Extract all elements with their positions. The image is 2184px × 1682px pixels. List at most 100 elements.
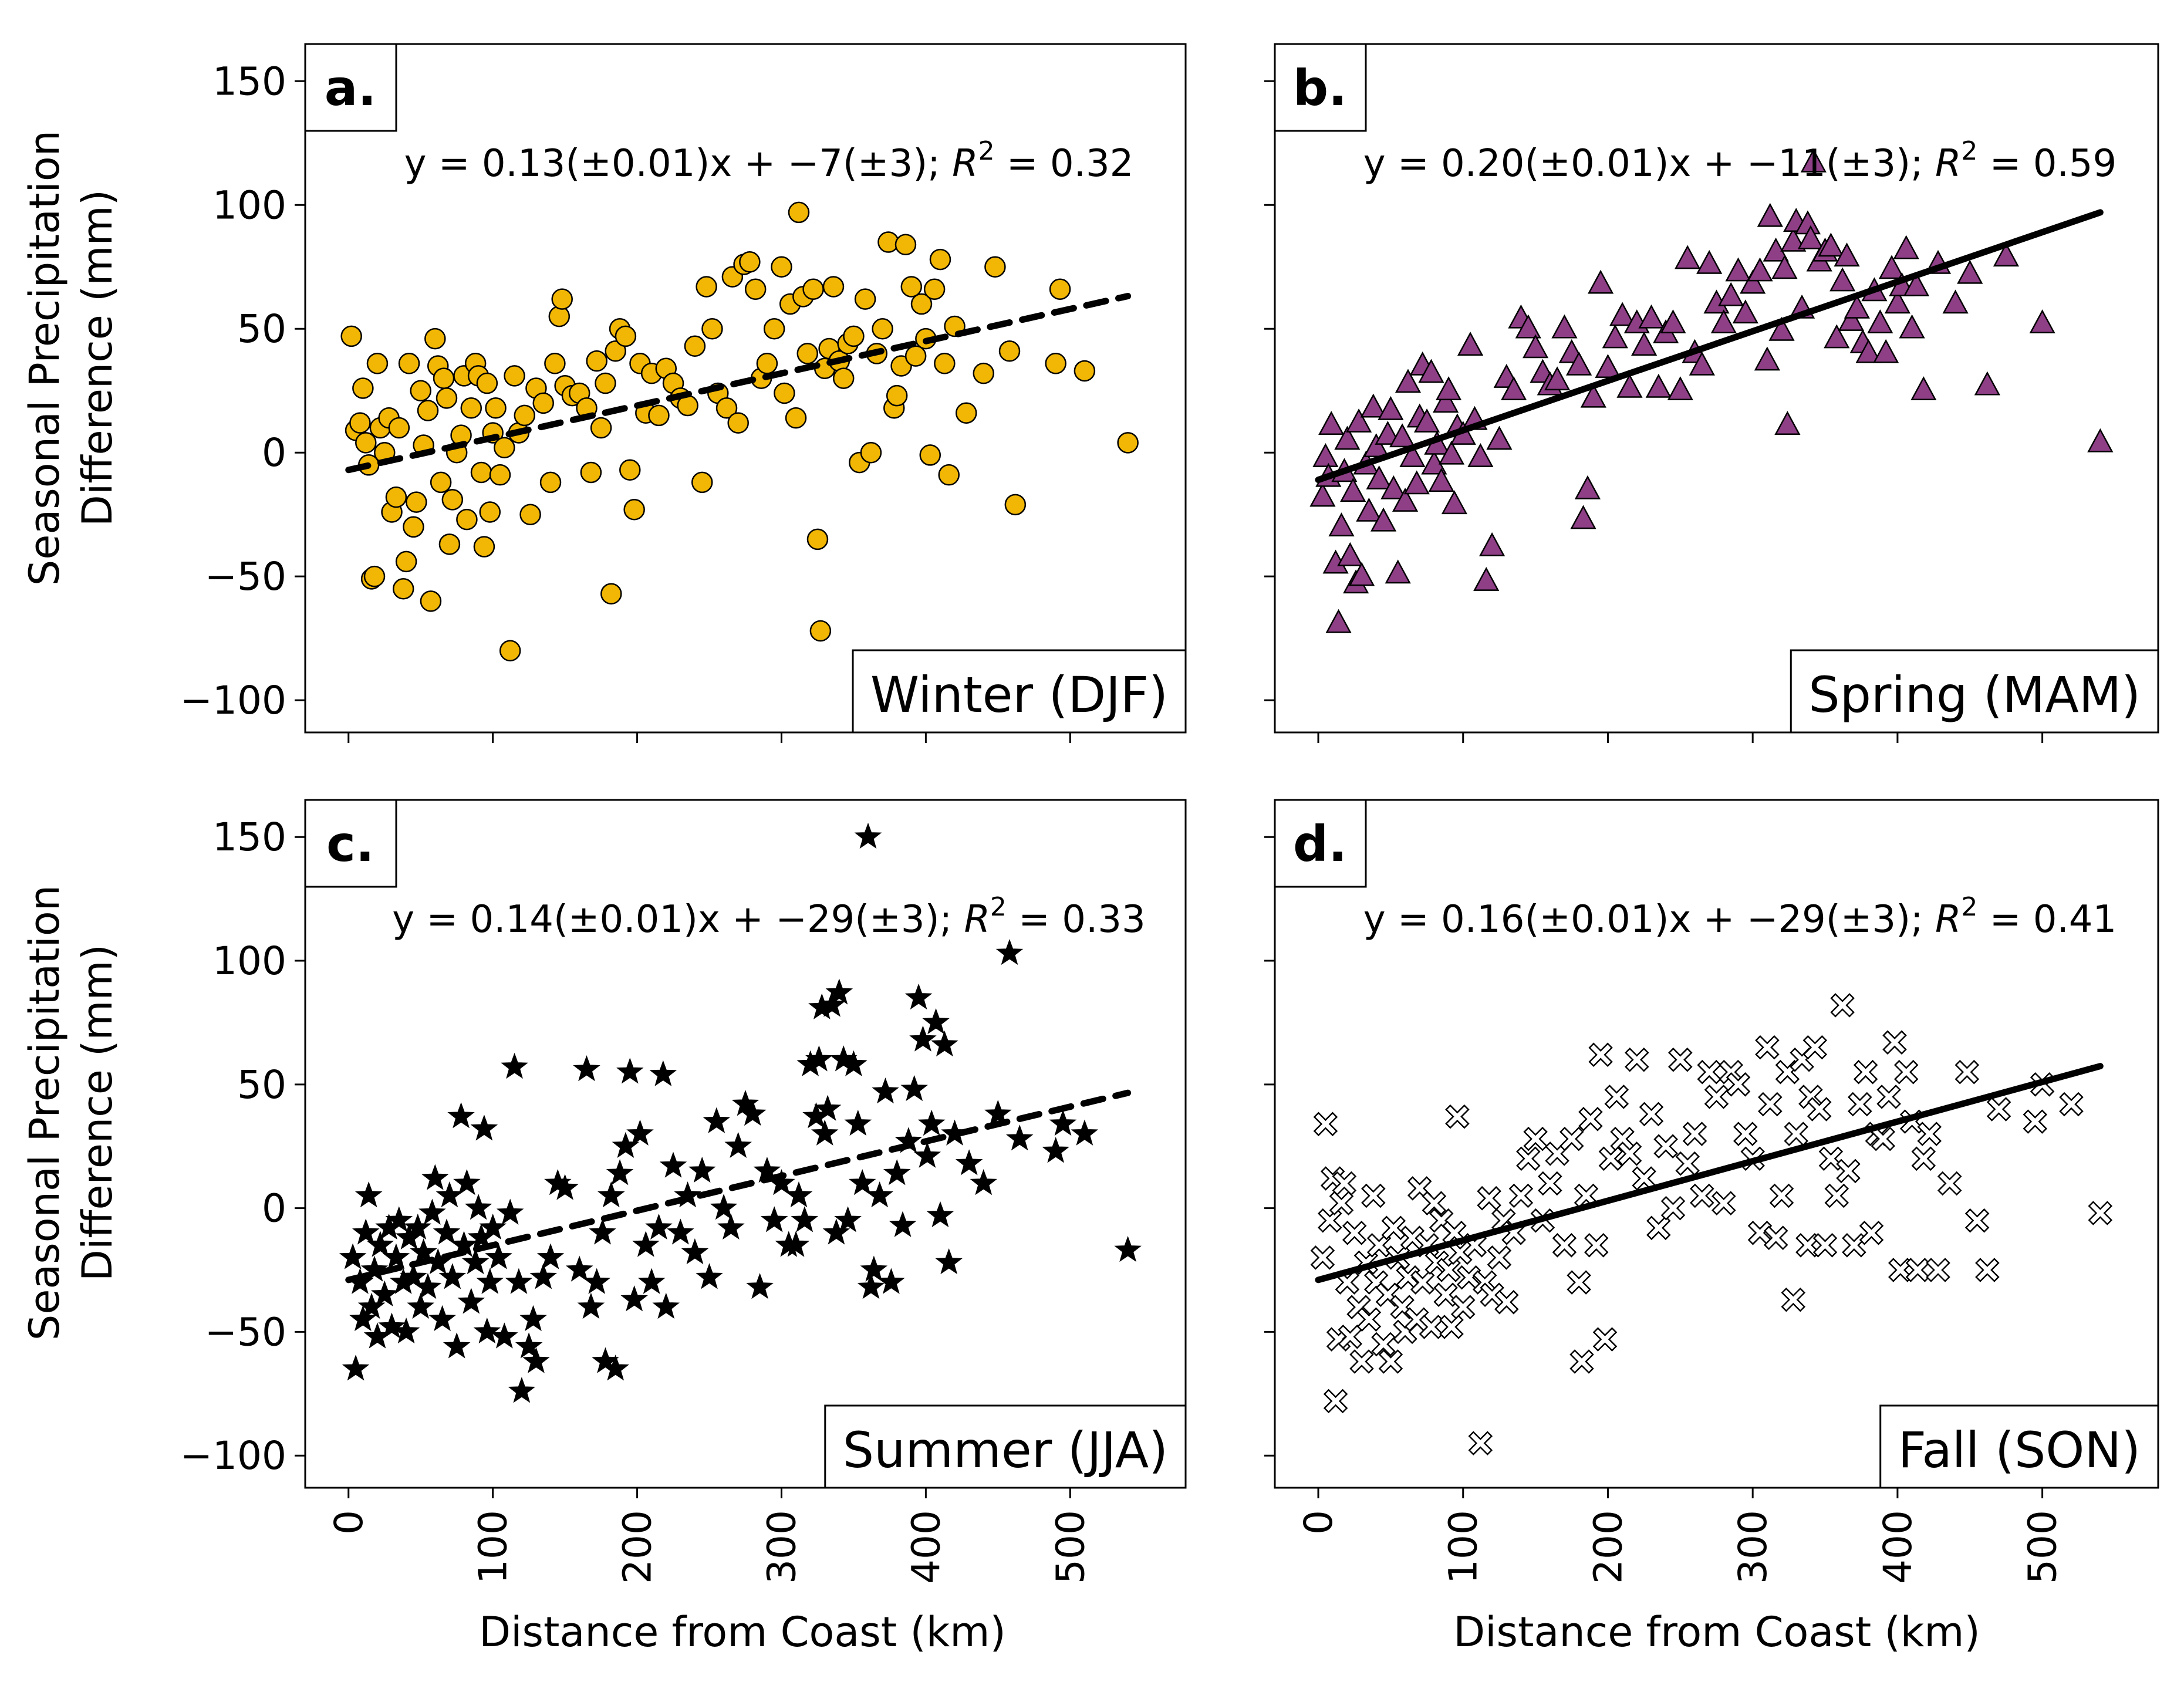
x-tick-label: 100	[1441, 1510, 1486, 1584]
data-point	[1378, 1349, 1403, 1374]
data-point	[420, 590, 442, 612]
data-point	[580, 461, 602, 484]
data-point	[1378, 396, 1404, 420]
data-point	[385, 1206, 413, 1232]
data-point	[532, 392, 554, 414]
data-point	[1682, 1122, 1707, 1146]
data-point	[834, 1206, 862, 1232]
data-point	[860, 1255, 888, 1282]
data-point	[848, 1169, 876, 1195]
data-point	[494, 437, 515, 459]
data-point	[935, 1248, 963, 1275]
data-point	[1516, 1146, 1541, 1171]
data-point	[1771, 255, 1798, 279]
data-point	[984, 1099, 1012, 1126]
data-point	[1859, 1221, 1884, 1245]
data-point	[900, 276, 923, 298]
data-point	[904, 345, 927, 367]
data-point	[872, 318, 893, 340]
ylabel-bottom: Seasonal Precipitation Difference (mm)	[21, 885, 121, 1340]
data-point	[1435, 376, 1462, 400]
data-point	[605, 340, 626, 362]
data-point	[1755, 1035, 1780, 1060]
data-point	[352, 377, 374, 399]
data-point	[1893, 235, 1919, 259]
data-point	[536, 1243, 565, 1269]
data-point	[1486, 425, 1513, 450]
data-point	[648, 404, 670, 427]
data-point	[922, 1008, 950, 1035]
data-point	[1829, 267, 1856, 292]
data-point	[1071, 1119, 1099, 1146]
data-point	[600, 583, 622, 604]
data-point	[818, 991, 846, 1017]
data-point	[760, 1206, 788, 1232]
data-point	[1325, 609, 1352, 633]
data-point	[1349, 1349, 1374, 1374]
data-point	[340, 325, 362, 347]
regression-equation: y = 0.14(±0.01)x + −29(±3); R2 = 0.33	[392, 892, 1145, 941]
panel-letter-box	[1274, 799, 1367, 888]
data-point	[433, 1218, 461, 1245]
data-point	[590, 417, 612, 439]
data-point	[746, 1273, 774, 1299]
data-point	[589, 1218, 616, 1245]
data-point	[917, 1109, 946, 1136]
data-point	[681, 1238, 709, 1265]
data-point	[1595, 354, 1621, 378]
y-tick-label: −100	[180, 1433, 286, 1478]
data-point	[1580, 383, 1606, 408]
season-label-box	[852, 649, 1187, 734]
data-point	[1392, 487, 1419, 512]
data-point	[1467, 443, 1494, 467]
data-point	[443, 1332, 471, 1359]
data-point	[1439, 1315, 1464, 1339]
data-point	[1323, 1389, 1348, 1414]
plot-frame	[1274, 43, 2159, 734]
data-point	[710, 1194, 738, 1220]
data-point	[756, 353, 778, 374]
data-point	[727, 412, 749, 434]
data-point	[352, 1218, 380, 1245]
data-point	[551, 288, 573, 310]
data-point	[436, 387, 458, 409]
data-point	[1884, 289, 1910, 314]
data-point	[1689, 351, 1715, 376]
data-point	[339, 1243, 367, 1269]
data-point	[522, 1347, 550, 1373]
equation-main: y = 0.14(±0.01)x + −29(±3);	[392, 898, 964, 941]
data-point	[355, 1181, 383, 1208]
data-point	[623, 499, 645, 521]
data-point	[1310, 1245, 1335, 1270]
x-tick-label: 100	[471, 1510, 516, 1584]
data-point	[1371, 1332, 1396, 1357]
data-point	[1457, 332, 1484, 356]
data-point	[441, 489, 464, 511]
data-point	[515, 1332, 543, 1359]
data-point	[1733, 1122, 1758, 1146]
data-point	[476, 372, 498, 394]
data-point	[1348, 562, 1375, 586]
data-point	[931, 1030, 958, 1057]
data-point	[598, 1181, 625, 1208]
y-tick-label: 150	[212, 59, 286, 104]
data-point	[645, 1213, 673, 1240]
data-point	[1445, 1104, 1470, 1129]
data-point	[1114, 1235, 1142, 1262]
data-point	[1004, 494, 1027, 516]
data-point	[809, 620, 832, 642]
data-point	[1838, 306, 1865, 331]
data-point	[696, 276, 717, 298]
data-point	[1604, 1085, 1629, 1109]
data-point	[461, 1248, 490, 1275]
data-point	[1797, 225, 1824, 249]
data-point	[406, 491, 427, 513]
data-point	[417, 400, 439, 421]
data-point	[1871, 1126, 1895, 1151]
data-point	[544, 353, 566, 374]
data-point	[860, 441, 882, 464]
data-point	[1757, 202, 1783, 227]
data-point	[813, 1095, 842, 1121]
y-tick-label: 100	[212, 938, 286, 984]
data-point	[652, 1292, 680, 1319]
